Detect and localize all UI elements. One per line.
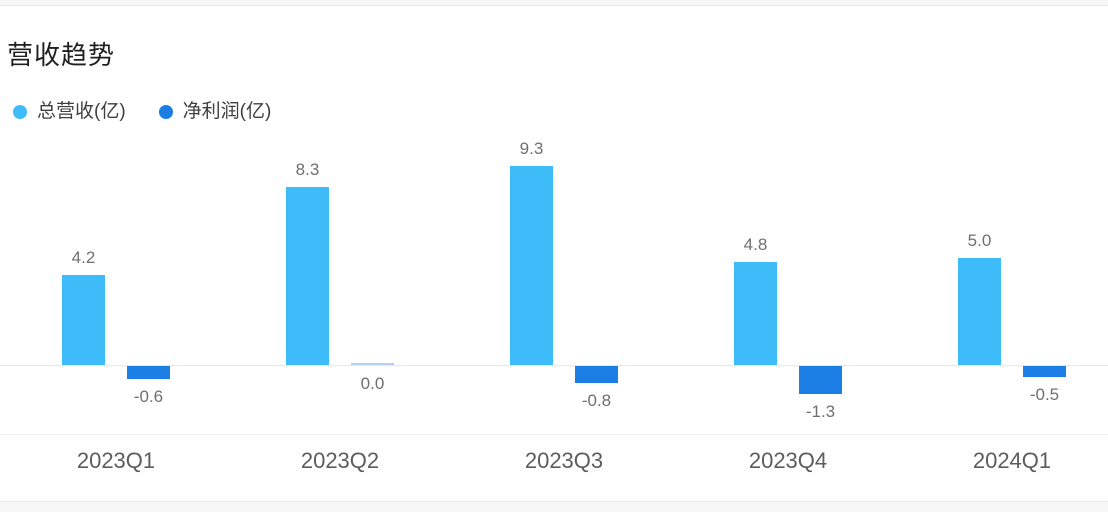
revenue-bar[interactable] xyxy=(286,187,329,365)
revenue-value-label: 9.3 xyxy=(519,138,544,158)
revenue-value-label: 4.2 xyxy=(71,248,96,268)
profit-bar[interactable] xyxy=(799,366,842,394)
revenue-value-label: 8.3 xyxy=(295,160,320,180)
category-label: 2023Q2 xyxy=(300,448,380,473)
profit-value-label: -1.3 xyxy=(805,401,836,421)
profit-bar[interactable] xyxy=(127,366,170,379)
legend-item-profit[interactable]: 净利润(亿) xyxy=(158,101,272,123)
category-label: 2023Q3 xyxy=(524,448,604,473)
legend-label-profit: 净利润(亿) xyxy=(182,101,272,122)
revenue-value-label: 5.0 xyxy=(967,231,992,250)
revenue-bar[interactable] xyxy=(510,165,553,365)
legend-dot-profit-icon xyxy=(158,105,173,119)
category-label: 2023Q4 xyxy=(748,448,828,473)
x-axis-divider xyxy=(0,434,1108,435)
profit-bar[interactable] xyxy=(575,366,618,384)
profit-bar[interactable] xyxy=(1023,366,1066,377)
revenue-bar[interactable] xyxy=(734,262,777,365)
profit-value-label: -0.8 xyxy=(581,391,612,411)
revenue-bar[interactable] xyxy=(958,258,1001,365)
profit-bar[interactable] xyxy=(351,363,394,365)
profit-value-label: -0.6 xyxy=(133,386,164,406)
legend: 总营收(亿) 净利润(亿) xyxy=(13,101,271,123)
revenue-bar[interactable] xyxy=(62,275,105,365)
revenue-value-label: 4.8 xyxy=(743,235,768,255)
legend-label-revenue: 总营收(亿) xyxy=(37,101,126,122)
chart-title: 营收趋势 xyxy=(7,40,116,70)
profit-value-label: -0.5 xyxy=(1029,384,1060,404)
category-label: 2023Q1 xyxy=(76,448,156,473)
zero-axis-line xyxy=(0,365,1108,366)
chart-card xyxy=(0,5,1108,502)
category-label: 2024Q1 xyxy=(972,448,1052,473)
legend-item-revenue[interactable]: 总营收(亿) xyxy=(13,101,126,123)
legend-dot-revenue-icon xyxy=(13,105,27,119)
profit-value-label: 0.0 xyxy=(360,374,385,393)
